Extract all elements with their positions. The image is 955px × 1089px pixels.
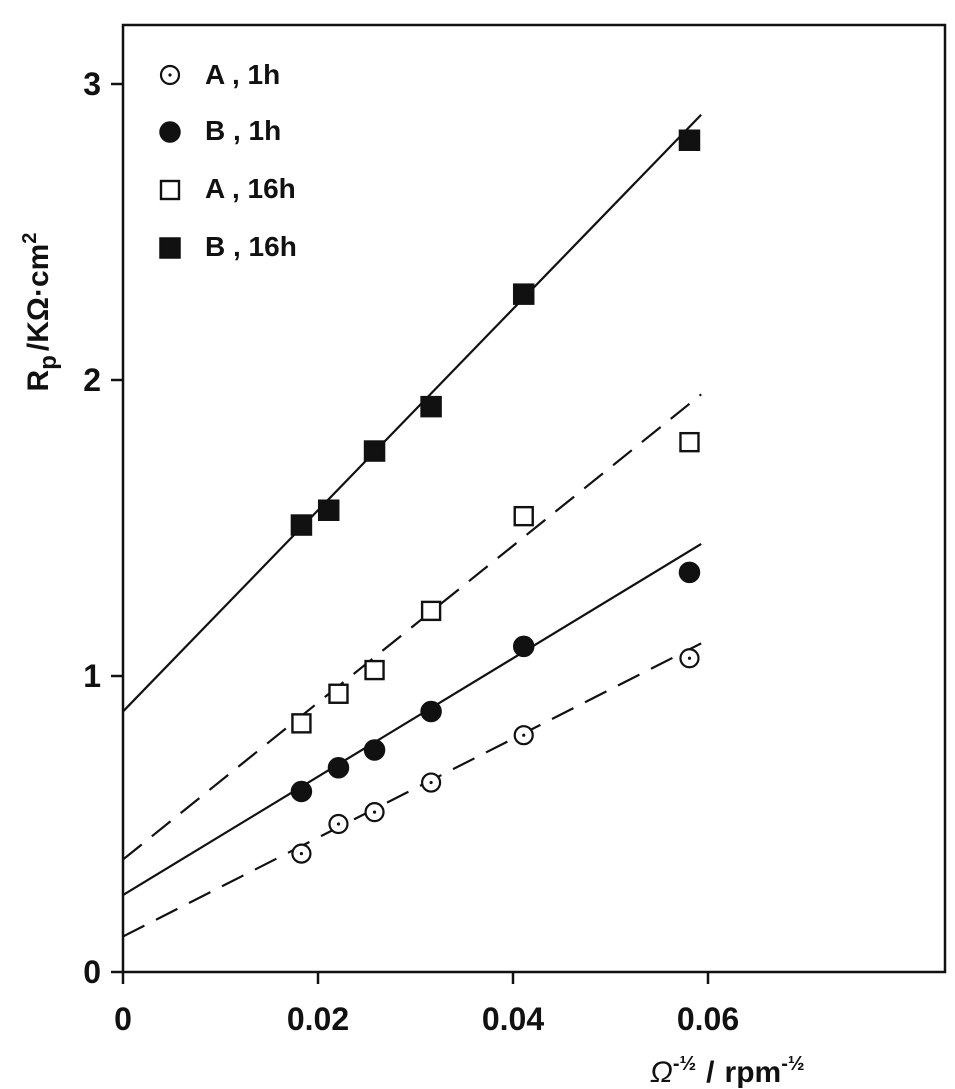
- y-tick-label: 0: [83, 954, 101, 990]
- x-label-unit: rpm: [725, 1056, 782, 1089]
- x-axis-ticks: 0 0.02 0.04 0.06: [114, 972, 739, 1037]
- legend-symbols: [159, 64, 181, 259]
- data-point-series-0: [679, 648, 700, 669]
- y-label-main: R: [22, 369, 55, 391]
- data-point-series-1: [512, 635, 535, 658]
- y-label-sub: p: [35, 355, 62, 370]
- legend-label-a-16h: A , 16h: [205, 173, 296, 204]
- x-axis-label: Ω-½ / rpm-½: [650, 1053, 805, 1089]
- y-axis-ticks: 0 1 2 3: [83, 66, 123, 990]
- data-point-series-0: [328, 813, 349, 835]
- x-tick-label: 0.02: [287, 1001, 349, 1037]
- data-point-series-2: [328, 683, 349, 704]
- y-label-unit: KΩ·cm: [22, 244, 55, 343]
- legend: A , 1h B , 1h A , 16h B , 16h: [159, 59, 297, 262]
- legend-symbol-series-2: [159, 179, 181, 201]
- x-tick-label: 0.04: [482, 1001, 544, 1037]
- data-point-series-0: [421, 772, 442, 793]
- data-point-series-3: [512, 283, 535, 305]
- data-point-series-1: [363, 739, 386, 761]
- data-point-series-3: [317, 499, 340, 521]
- data-point-series-1: [290, 780, 313, 803]
- legend-label-a-1h: A , 1h: [205, 59, 280, 90]
- y-tick-label: 1: [83, 658, 101, 694]
- data-point-series-2: [679, 431, 700, 453]
- legend-label-b-1h: B , 1h: [205, 115, 281, 146]
- data-point-series-1: [420, 700, 442, 723]
- fit-line-series-1: [122, 543, 702, 896]
- x-label-main-sup: -½: [673, 1053, 696, 1075]
- data-point-series-0: [364, 802, 385, 823]
- legend-label-b-16h: B , 16h: [205, 231, 297, 262]
- y-tick-label: 2: [83, 362, 101, 398]
- x-label-sep: /: [706, 1056, 715, 1089]
- legend-symbol-series-0: [159, 64, 181, 86]
- data-point-series-0: [291, 843, 312, 864]
- data-point-series-2: [420, 600, 442, 622]
- data-point-series-2: [291, 713, 312, 734]
- legend-symbol-series-3: [159, 237, 181, 259]
- x-tick-label: 0: [114, 1001, 132, 1037]
- y-label-unit-sup: 2: [19, 233, 41, 244]
- data-point-series-3: [290, 514, 313, 536]
- fit-lines: [122, 113, 702, 938]
- y-axis-label: Rp /KΩ·cm2: [19, 233, 62, 392]
- y-tick-label: 3: [83, 66, 101, 102]
- data-point-series-1: [678, 561, 701, 584]
- fit-line-series-2: [122, 393, 702, 861]
- x-label-main: Ω: [650, 1056, 673, 1089]
- data-point-series-2: [513, 505, 534, 527]
- data-point-series-1: [327, 757, 350, 779]
- fit-line-series-3: [122, 113, 702, 713]
- y-label-sep: /: [22, 342, 55, 351]
- x-tick-label: 0.06: [677, 1001, 739, 1037]
- data-point-series-2: [364, 659, 385, 681]
- data-point-series-3: [420, 395, 442, 418]
- plot-frame: [121, 23, 947, 974]
- legend-symbol-series-1: [159, 121, 181, 143]
- data-point-series-3: [363, 440, 386, 462]
- x-label-unit-sup: -½: [781, 1053, 804, 1075]
- data-point-series-3: [678, 129, 701, 151]
- fit-line-series-0: [122, 642, 702, 938]
- data-markers: [290, 129, 701, 864]
- data-point-series-0: [513, 725, 534, 746]
